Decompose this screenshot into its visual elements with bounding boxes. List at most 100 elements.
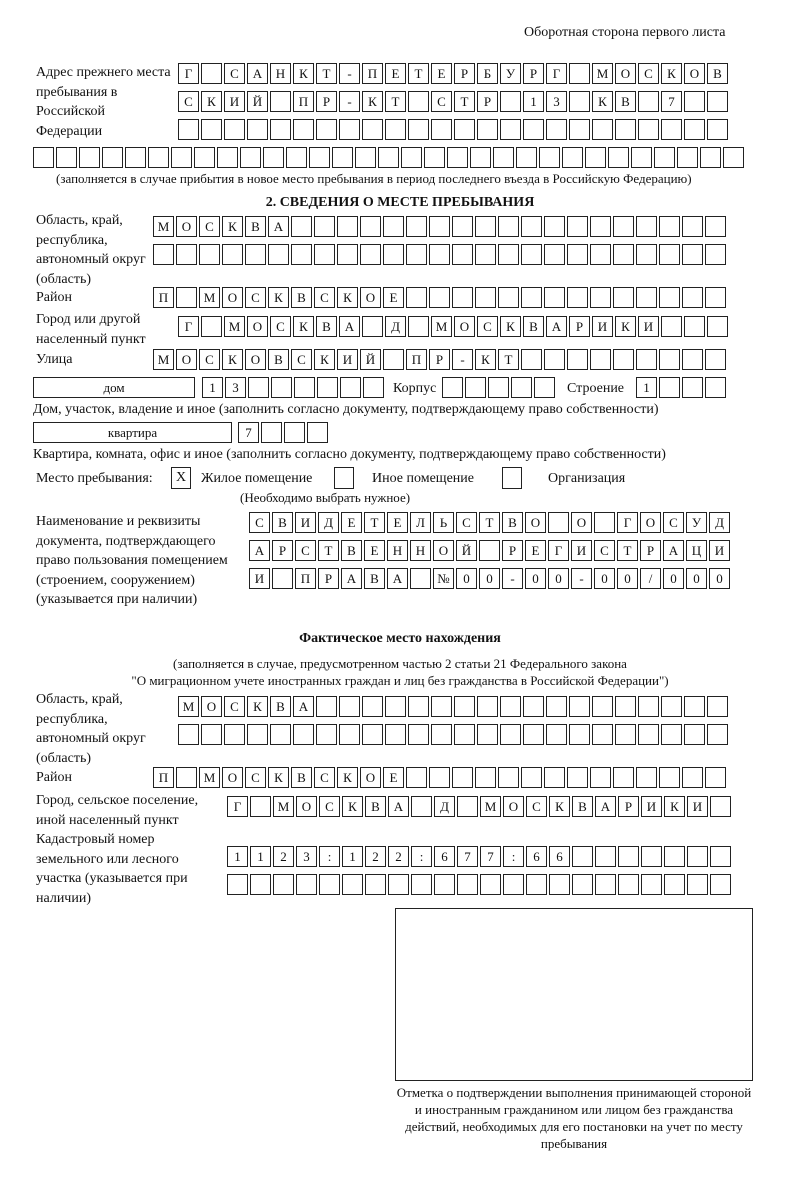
char-cell[interactable] [592,724,613,745]
char-cell[interactable]: Р [523,63,544,84]
char-cell[interactable] [521,767,542,788]
region-row-2[interactable] [153,244,728,266]
char-cell[interactable] [710,874,731,895]
char-cell[interactable] [316,696,337,717]
char-cell[interactable]: С [314,287,335,308]
char-cell[interactable] [332,147,353,168]
char-cell[interactable] [613,244,634,265]
char-cell[interactable]: К [661,63,682,84]
char-cell[interactable]: 1 [227,846,248,867]
char-cell[interactable] [488,377,509,398]
char-cell[interactable]: Е [385,63,406,84]
char-cell[interactable] [595,846,616,867]
building-row[interactable]: 1 [636,377,728,399]
char-cell[interactable]: Д [709,512,730,533]
char-cell[interactable] [271,377,292,398]
char-cell[interactable] [498,216,519,237]
option-checkbox-other[interactable] [334,467,354,489]
char-cell[interactable] [365,874,386,895]
char-cell[interactable]: - [571,568,592,589]
char-cell[interactable] [148,147,169,168]
char-cell[interactable] [378,147,399,168]
char-cell[interactable]: С [594,540,615,561]
char-cell[interactable]: 3 [296,846,317,867]
char-cell[interactable] [360,244,381,265]
char-cell[interactable]: Й [360,349,381,370]
char-cell[interactable]: М [199,767,220,788]
char-cell[interactable]: Г [178,316,199,337]
char-cell[interactable] [293,724,314,745]
char-cell[interactable]: С [291,349,312,370]
char-cell[interactable] [424,147,445,168]
char-cell[interactable] [710,846,731,867]
char-cell[interactable] [261,422,282,443]
char-cell[interactable]: М [153,216,174,237]
char-cell[interactable]: Р [429,349,450,370]
char-cell[interactable] [684,119,705,140]
char-cell[interactable]: В [502,512,523,533]
house-type-field[interactable]: дом [33,377,195,398]
char-cell[interactable]: 7 [238,422,259,443]
char-cell[interactable] [659,767,680,788]
char-cell[interactable] [707,91,728,112]
char-cell[interactable]: К [222,216,243,237]
char-cell[interactable] [429,287,450,308]
char-cell[interactable] [401,147,422,168]
char-cell[interactable]: К [247,696,268,717]
char-cell[interactable] [247,119,268,140]
char-cell[interactable]: 2 [365,846,386,867]
char-cell[interactable] [705,287,726,308]
char-cell[interactable]: О [247,316,268,337]
char-cell[interactable] [705,349,726,370]
char-cell[interactable] [470,147,491,168]
char-cell[interactable] [590,349,611,370]
char-cell[interactable]: О [360,287,381,308]
char-cell[interactable] [457,874,478,895]
char-cell[interactable] [434,874,455,895]
cadastral-row-2[interactable] [227,874,733,896]
char-cell[interactable] [201,724,222,745]
char-cell[interactable]: О [640,512,661,533]
char-cell[interactable]: Е [431,63,452,84]
char-cell[interactable]: К [268,767,289,788]
char-cell[interactable] [567,287,588,308]
char-cell[interactable] [590,767,611,788]
char-cell[interactable]: : [319,846,340,867]
char-cell[interactable] [500,724,521,745]
char-cell[interactable] [339,724,360,745]
char-cell[interactable]: В [365,796,386,817]
char-cell[interactable] [475,244,496,265]
char-cell[interactable] [659,244,680,265]
char-cell[interactable] [245,244,266,265]
char-cell[interactable]: П [362,63,383,84]
char-cell[interactable]: П [153,767,174,788]
char-cell[interactable] [595,874,616,895]
char-cell[interactable] [153,244,174,265]
char-cell[interactable] [500,91,521,112]
char-cell[interactable] [475,287,496,308]
char-cell[interactable]: О [222,287,243,308]
char-cell[interactable] [406,767,427,788]
char-cell[interactable]: 0 [686,568,707,589]
char-cell[interactable] [452,287,473,308]
char-cell[interactable]: У [500,63,521,84]
char-cell[interactable] [270,91,291,112]
char-cell[interactable] [677,147,698,168]
char-cell[interactable]: М [480,796,501,817]
char-cell[interactable]: С [224,696,245,717]
char-cell[interactable]: С [295,540,316,561]
char-cell[interactable] [684,316,705,337]
char-cell[interactable] [406,244,427,265]
option-checkbox-residential[interactable]: X [171,467,191,489]
char-cell[interactable]: - [502,568,523,589]
char-cell[interactable]: О [433,540,454,561]
char-cell[interactable] [431,696,452,717]
char-cell[interactable] [475,767,496,788]
flat-type-field[interactable]: квартира [33,422,232,443]
char-cell[interactable] [307,422,328,443]
char-cell[interactable]: А [546,316,567,337]
char-cell[interactable] [661,119,682,140]
